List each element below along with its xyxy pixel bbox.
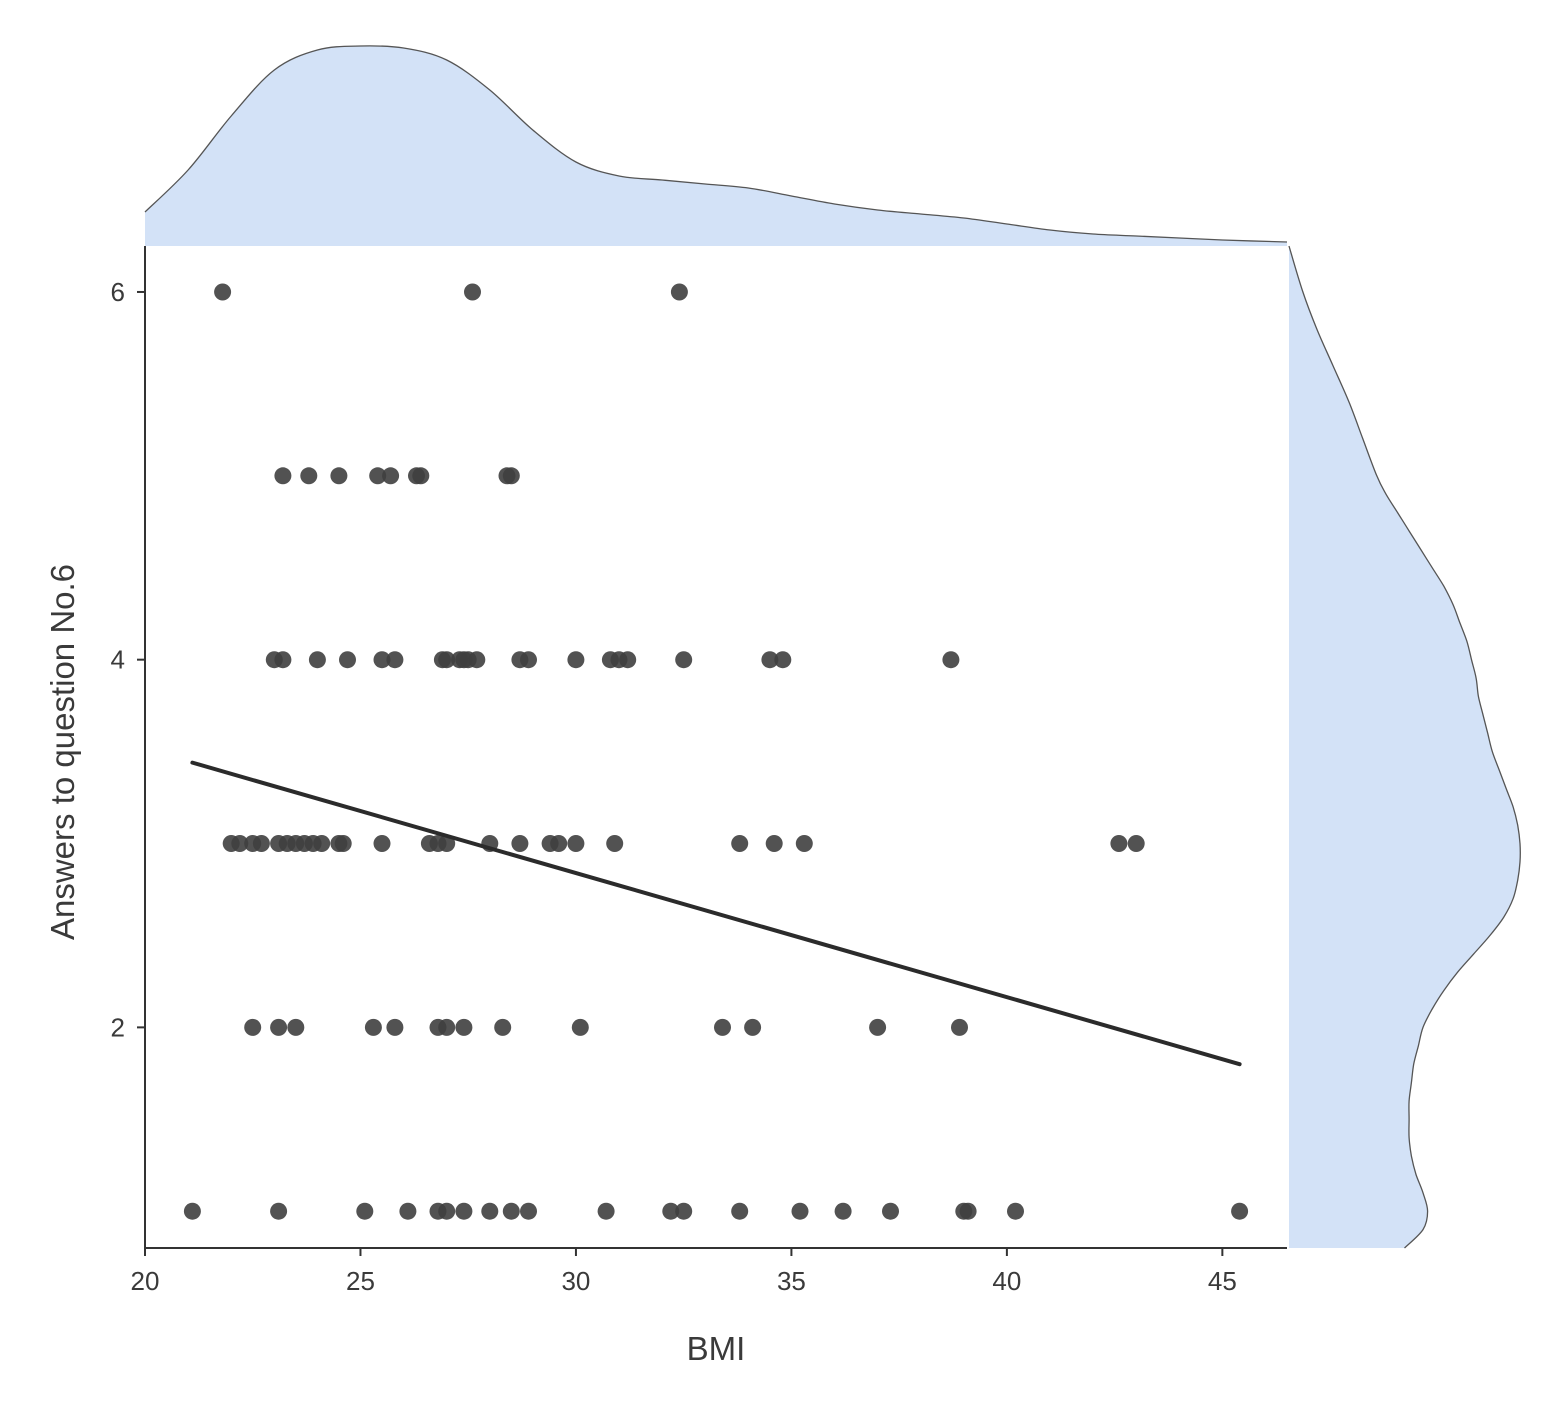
scatter-point <box>597 1202 615 1220</box>
scatter-point <box>959 1202 977 1220</box>
scatter-point <box>606 835 624 852</box>
scatter-point <box>511 835 529 852</box>
scatter-point <box>308 651 326 669</box>
x-tick-label: 35 <box>777 1266 806 1296</box>
scatter-point <box>334 835 352 852</box>
scatter-point <box>373 835 391 852</box>
scatter-point <box>791 1202 809 1220</box>
x-tick-label: 20 <box>131 1266 160 1296</box>
scatter-point <box>520 1202 537 1220</box>
scatter-point <box>438 651 456 669</box>
scatter-point <box>882 1202 899 1220</box>
scatter-point <box>270 1202 288 1220</box>
scatter-point <box>714 1018 731 1036</box>
scatter-point <box>382 467 400 485</box>
scatter-point <box>869 1018 887 1036</box>
scatter-point <box>619 651 637 669</box>
scatter-point <box>386 1018 404 1036</box>
scatter-point <box>270 1018 288 1036</box>
scatter-point <box>571 1018 589 1036</box>
top-density-panel <box>144 45 1288 246</box>
scatter-point <box>464 283 481 301</box>
scatter-point <box>399 1202 417 1220</box>
scatter-point <box>438 1202 456 1220</box>
scatter-point <box>455 1018 473 1036</box>
right-density-panel <box>1288 245 1521 1249</box>
scatter-point <box>951 1018 968 1036</box>
x-axis-title: BMI <box>687 1330 746 1367</box>
scatter-point <box>494 1018 512 1036</box>
scatter-point <box>774 651 792 669</box>
scatter-point <box>455 1202 473 1220</box>
scatter-point <box>834 1202 852 1220</box>
scatter-point <box>1231 1202 1249 1220</box>
scatter-point <box>675 651 693 669</box>
scatter-point <box>468 651 486 669</box>
scatter-point <box>670 283 688 301</box>
scatter-point <box>330 467 348 485</box>
y-axis-title: Answers to question No.6 <box>44 564 81 940</box>
main-axes: 20 25 30 35 40 45 2 4 6 <box>111 246 1287 1296</box>
scatter-point <box>550 835 568 852</box>
scatter-point <box>761 651 779 669</box>
scatter-point <box>520 651 537 669</box>
scatter-point <box>1127 835 1145 852</box>
regression-line <box>190 760 1242 1067</box>
scatter-point <box>244 1018 262 1036</box>
scatter-point <box>214 283 232 301</box>
scatter-point <box>731 835 749 852</box>
top-density-area <box>145 45 1287 246</box>
scatter-point <box>438 1018 456 1036</box>
scatter-point <box>1110 835 1128 852</box>
scatter-point <box>675 1202 693 1220</box>
x-tick-label: 40 <box>992 1266 1021 1296</box>
scatter-point <box>567 651 585 669</box>
scatter-point <box>369 467 387 485</box>
scatter-point <box>274 467 292 485</box>
scatter-point <box>364 1018 382 1036</box>
y-tick-label: 6 <box>111 277 125 307</box>
scatter-point <box>502 467 520 485</box>
right-density-area <box>1289 246 1521 1248</box>
scatter-point <box>502 1202 520 1220</box>
scatter-points <box>183 283 1249 1220</box>
x-tick-label: 30 <box>561 1266 590 1296</box>
scatter-point <box>274 651 292 669</box>
scatter-point <box>1007 1202 1024 1220</box>
scatter-point <box>373 651 391 669</box>
scatter-point <box>386 651 404 669</box>
x-tick-label: 45 <box>1208 1266 1237 1296</box>
scatter-point <box>765 835 783 852</box>
scatter-point <box>662 1202 680 1220</box>
scatter-point <box>438 835 456 852</box>
scatter-point <box>567 835 585 852</box>
top-density-curve <box>144 45 1288 243</box>
scatter-point <box>252 835 270 852</box>
scatter-point <box>231 835 249 852</box>
scatter-point <box>942 651 960 669</box>
scatter-point <box>412 467 430 485</box>
scatter-point <box>287 1018 305 1036</box>
scatter-point <box>356 1202 374 1220</box>
x-tick-label: 25 <box>346 1266 375 1296</box>
axis-labels: BMI Answers to question No.6 <box>44 564 745 1367</box>
scatter-point <box>795 835 813 852</box>
y-tick-label: 4 <box>111 645 125 675</box>
scatter-point <box>313 835 331 852</box>
scatter-point <box>339 651 356 669</box>
y-tick-label: 2 <box>111 1012 125 1042</box>
scatter-point <box>183 1202 201 1220</box>
scatter-point <box>731 1202 749 1220</box>
scatter-point <box>744 1018 762 1036</box>
scatter-point <box>481 1202 499 1220</box>
right-density-curve <box>1288 245 1521 1249</box>
regression-line-layer <box>190 760 1242 1067</box>
scatter-point <box>300 467 318 485</box>
